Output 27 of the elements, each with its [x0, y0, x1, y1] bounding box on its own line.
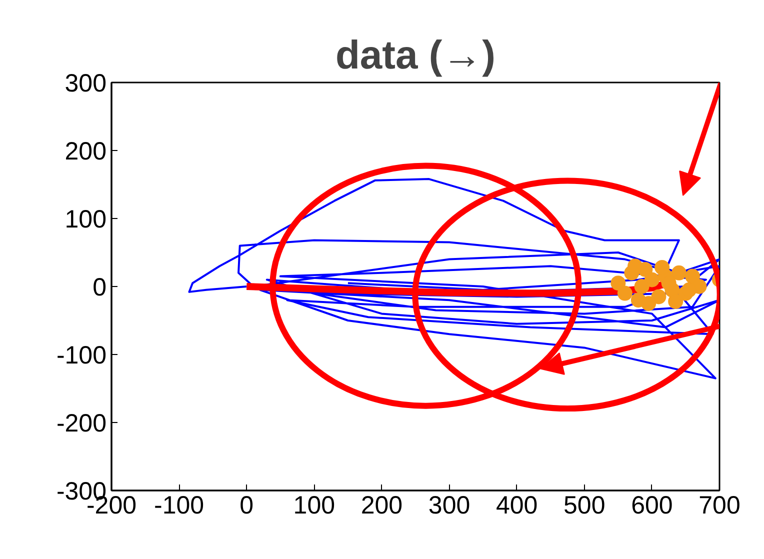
line-series [188, 178, 720, 380]
x-tick-label: 300 [428, 492, 470, 520]
x-tick-label: 0 [240, 492, 254, 520]
point [671, 265, 686, 280]
point [682, 282, 697, 298]
x-tick-label: 400 [496, 492, 538, 520]
x-tick-label: 600 [631, 492, 673, 520]
y-tick-label: 300 [64, 70, 107, 98]
y-tick-label: 100 [64, 206, 107, 234]
x-tick-label: 200 [360, 492, 403, 520]
y-tick-label: 0 [92, 274, 106, 302]
x-tick-label: 100 [293, 492, 336, 520]
point [654, 260, 670, 275]
point [641, 296, 656, 311]
point [668, 294, 684, 309]
x-tick-label: 700 [698, 492, 740, 520]
point [610, 276, 626, 291]
point [617, 286, 632, 301]
y-tick-label: 200 [64, 138, 107, 166]
point [634, 279, 650, 294]
y-tick-label: -100 [56, 342, 107, 370]
y-tick-label: -200 [56, 410, 107, 438]
point [661, 276, 676, 291]
x-tick-label: -100 [154, 492, 204, 520]
chart-title: data (→) [336, 34, 496, 78]
x-tick-label: 500 [564, 492, 606, 520]
point [651, 289, 666, 304]
